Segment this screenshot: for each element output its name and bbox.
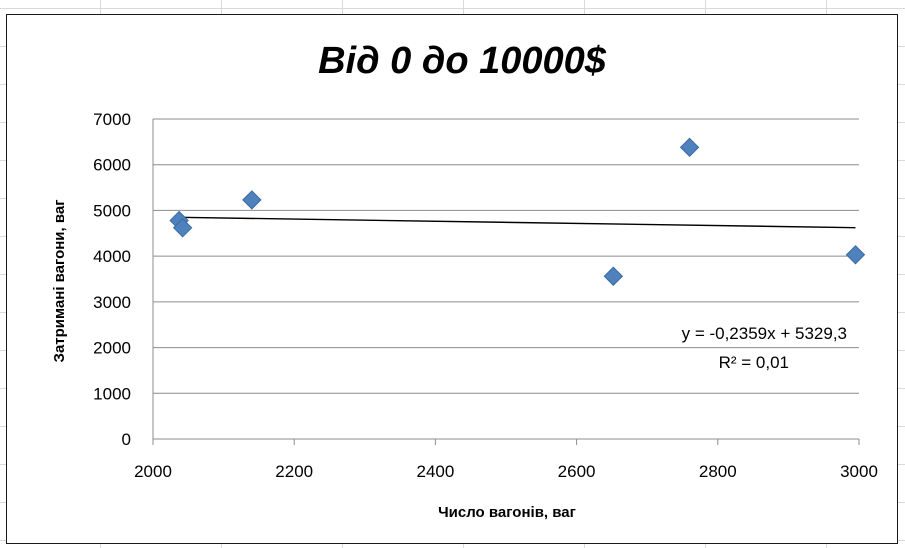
x-tick-2200: 2200 — [275, 462, 313, 481]
x-tick-2600: 2600 — [558, 462, 596, 481]
y-tick-5000: 5000 — [93, 201, 131, 220]
chart-area[interactable]: Від 0 до 10000$ 0 1000 2000 3000 4000 5000 600… — [6, 14, 898, 544]
chart-title: Від 0 до 10000$ — [318, 40, 607, 82]
x-axis-title: Число вагонів, ваг — [438, 504, 576, 521]
y-tick-3000: 3000 — [93, 293, 131, 312]
data-point-0-2 — [242, 190, 262, 210]
trendline — [179, 216, 856, 229]
y-tick-1000: 1000 — [93, 384, 131, 403]
data-point-0-5 — [845, 245, 866, 265]
data-point-0-4 — [679, 137, 700, 158]
gridlines — [152, 118, 860, 445]
data-point-0-1 — [172, 218, 193, 238]
x-tick-labels: 2000 2200 2400 2600 2800 3000 — [134, 462, 878, 481]
trendline-equation: y = -0,2359x + 5329,3 — [682, 324, 847, 343]
data-points — [169, 137, 866, 286]
y-tick-0: 0 — [122, 430, 131, 449]
y-tick-labels: 0 1000 2000 3000 4000 5000 6000 7000 — [93, 110, 131, 449]
y-tick-2000: 2000 — [93, 339, 131, 358]
trendline-r2: R² = 0,01 — [719, 353, 789, 372]
y-tick-4000: 4000 — [93, 247, 131, 266]
scatter-chart: Від 0 до 10000$ 0 1000 2000 3000 4000 5000 600… — [51, 40, 878, 521]
x-tick-3000: 3000 — [840, 462, 878, 481]
data-point-0-3 — [603, 266, 624, 286]
y-axis-title: Затримані вагони, ваг — [51, 200, 68, 363]
x-tick-2000: 2000 — [134, 462, 172, 481]
trendline-segment — [179, 216, 856, 229]
x-tick-2800: 2800 — [699, 462, 737, 481]
y-tick-6000: 6000 — [93, 156, 131, 175]
y-tick-7000: 7000 — [93, 110, 131, 129]
x-tick-2400: 2400 — [416, 462, 454, 481]
